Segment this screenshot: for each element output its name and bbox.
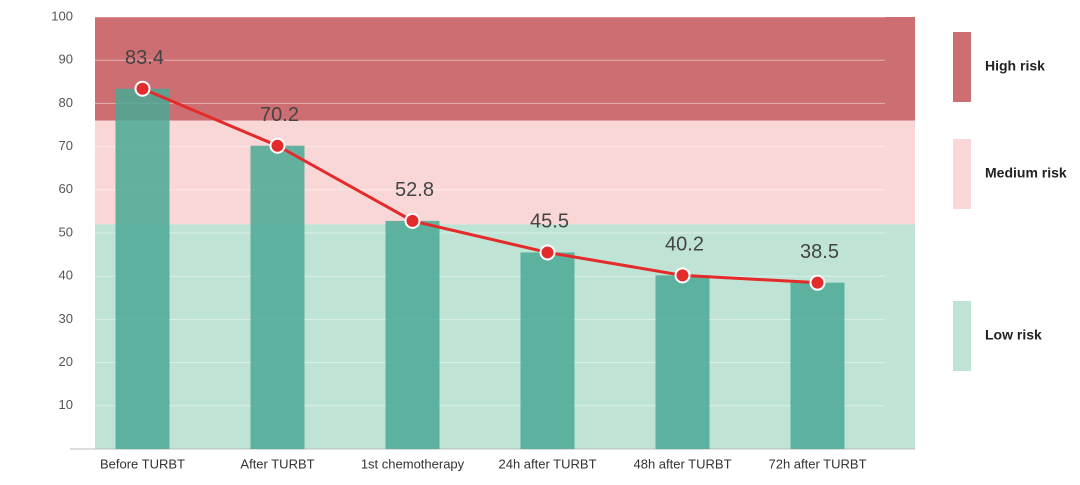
legend-label: Medium risk — [985, 165, 1067, 181]
bar — [385, 220, 440, 449]
y-tick-label: 10 — [59, 397, 73, 412]
line-point — [404, 212, 421, 229]
risk-band — [95, 120, 915, 225]
risk-band — [95, 17, 915, 121]
value-label: 70.2 — [260, 104, 299, 126]
legend-label: Low risk — [985, 327, 1042, 343]
legend-label: High risk — [985, 58, 1045, 74]
y-tick-label: 40 — [59, 268, 73, 283]
value-label: 45.5 — [530, 211, 569, 233]
bar — [655, 275, 710, 449]
y-tick-label: 70 — [59, 138, 73, 153]
bar — [250, 145, 305, 449]
x-tick-label: 24h after TURBT — [498, 456, 596, 471]
line-point — [809, 274, 826, 291]
value-label: 38.5 — [800, 241, 839, 263]
y-tick-label: 100 — [51, 8, 73, 23]
y-tick-label: 30 — [59, 311, 73, 326]
legend-swatch — [953, 32, 971, 102]
y-tick-label: 80 — [59, 95, 73, 110]
value-label: 52.8 — [395, 179, 434, 201]
line — [141, 87, 818, 285]
legend-swatch — [953, 301, 971, 371]
line-point — [539, 244, 556, 261]
bar — [520, 252, 575, 449]
y-tick-label: 60 — [59, 181, 73, 196]
bar — [115, 88, 170, 449]
value-label: 40.2 — [665, 234, 704, 256]
x-tick-label: 1st chemotherapy — [361, 456, 465, 471]
bar — [790, 282, 845, 449]
line-point — [674, 267, 691, 284]
legend-swatch — [953, 139, 971, 209]
x-tick-label: 72h after TURBT — [768, 456, 866, 471]
x-tick-label: Before TURBT — [100, 456, 185, 471]
risk-band — [95, 224, 915, 449]
y-tick-label: 90 — [59, 52, 73, 67]
value-label: 83.4 — [125, 47, 164, 69]
x-tick-label: After TURBT — [240, 456, 314, 471]
y-tick-label: 20 — [59, 354, 73, 369]
line-point — [134, 80, 151, 97]
line-point — [269, 137, 286, 154]
y-tick-label: 50 — [59, 224, 73, 239]
x-tick-label: 48h after TURBT — [633, 456, 731, 471]
